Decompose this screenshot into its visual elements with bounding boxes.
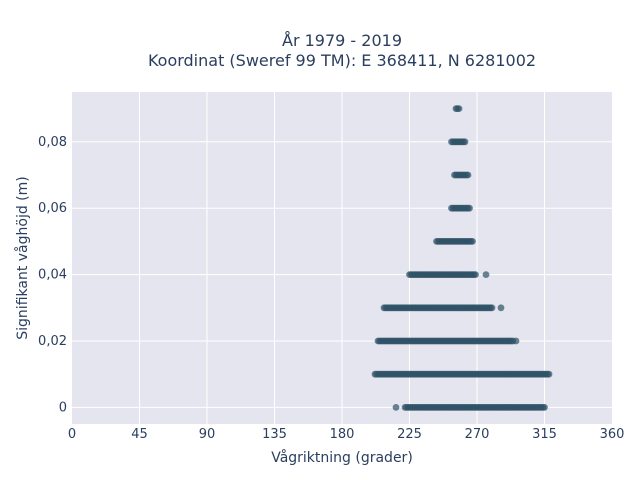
y-tick-label: 0,02: [38, 334, 67, 349]
data-point: [545, 370, 553, 378]
data-point: [472, 271, 479, 278]
x-tick-label: 45: [131, 427, 148, 442]
data-point: [455, 105, 463, 112]
x-tick-label: 270: [465, 427, 490, 442]
y-tick-label: 0: [59, 400, 67, 415]
y-axis-ticks: 0 0,02 0,04 0,06 0,08: [38, 135, 67, 416]
data-point: [466, 204, 473, 212]
y-tick-label: 0,08: [38, 135, 67, 150]
data-point: [497, 304, 505, 312]
data-point: [464, 171, 472, 179]
x-axis-ticks: 0 45 90 135 180 225 270 315 360: [68, 427, 625, 442]
data-points: [371, 105, 553, 411]
x-tick-label: 360: [600, 427, 625, 442]
y-axis-label: Signifikant våghöjd (m): [14, 176, 31, 339]
grid-lines: [72, 92, 612, 424]
x-tick-label: 0: [68, 427, 76, 442]
data-point: [482, 271, 490, 278]
data-point: [541, 404, 548, 411]
data-point: [461, 138, 469, 146]
x-tick-label: 90: [199, 427, 216, 442]
data-point: [469, 238, 476, 245]
data-point: [488, 304, 496, 312]
y-tick-label: 0,04: [38, 268, 67, 283]
y-tick-label: 0,06: [38, 201, 67, 216]
x-tick-label: 180: [330, 427, 355, 442]
x-axis-label: Vågriktning (grader): [271, 449, 413, 466]
x-tick-label: 225: [397, 427, 422, 442]
data-point: [512, 337, 520, 345]
chart-title: År 1979 - 2019: [282, 31, 402, 50]
data-point: [392, 404, 400, 411]
x-tick-label: 135: [262, 427, 287, 442]
x-tick-label: 315: [532, 427, 557, 442]
chart-subtitle: Koordinat (Sweref 99 TM): E 368411, N 62…: [148, 51, 536, 70]
